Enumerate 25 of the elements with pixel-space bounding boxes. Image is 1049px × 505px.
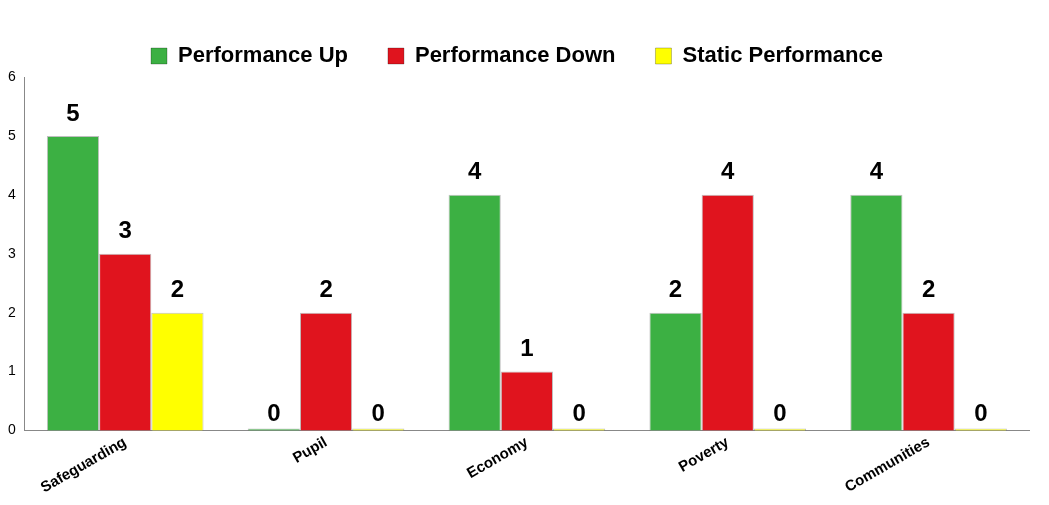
data-label: 2: [668, 275, 683, 303]
y-tick-label: 2: [7, 303, 16, 320]
y-tick-label: 0: [7, 421, 16, 438]
data-label: 5: [66, 98, 80, 126]
data-label: 2: [921, 275, 936, 303]
data-label: 0: [267, 399, 281, 427]
data-label: 4: [467, 157, 482, 185]
data-label: 1: [520, 334, 534, 362]
data-label: 3: [118, 216, 132, 244]
data-label: 2: [170, 275, 185, 303]
data-label: 0: [572, 399, 586, 427]
legend-label: Performance Down: [414, 42, 616, 68]
y-tick-label: 3: [7, 244, 16, 261]
y-tick-label: 1: [7, 362, 16, 379]
data-label: 4: [721, 157, 736, 185]
data-label: 2: [319, 275, 333, 303]
data-label: 0: [974, 399, 988, 427]
data-label: 4: [869, 157, 884, 185]
y-tick-label: 5: [7, 126, 16, 143]
legend-label: Static Performance: [682, 42, 883, 68]
y-tick-label: 6: [7, 67, 16, 84]
data-label: 0: [371, 399, 385, 427]
legend-label: Performance Up: [178, 42, 348, 68]
y-tick-label: 4: [7, 185, 16, 202]
data-label: 0: [773, 399, 787, 427]
